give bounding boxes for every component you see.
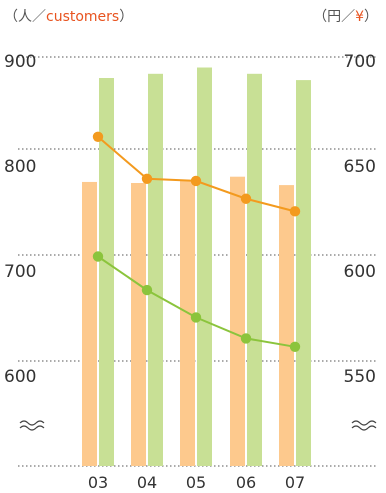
- right-axis-series-point: [190, 312, 202, 323]
- bar-right-axis: [197, 67, 212, 466]
- left-axis-series-point: [92, 131, 104, 142]
- bar-right-axis: [296, 80, 311, 466]
- bar-left-axis: [131, 183, 146, 466]
- bar-left-axis: [180, 179, 195, 466]
- left-axis-tick-label: 600: [4, 367, 36, 387]
- right-axis-tick-label: 700: [344, 52, 376, 72]
- left-axis-tick-label: 900: [4, 52, 36, 72]
- left-axis-series-line: [97, 136, 296, 213]
- left-axis-tick-label: 800: [4, 157, 36, 177]
- right-axis-series-point: [141, 284, 153, 296]
- x-axis-tick-label: 06: [236, 473, 256, 492]
- left-axis-tick-label: 700: [4, 262, 36, 282]
- left-axis-series-point: [240, 193, 252, 204]
- left-axis-break-icon: [19, 425, 45, 431]
- left-axis-series-point: [141, 173, 153, 184]
- right-axis-series-point: [92, 251, 104, 262]
- bar-left-axis: [279, 185, 294, 466]
- x-axis-tick-label: 03: [88, 473, 108, 492]
- right-axis-tick-label: 600: [344, 262, 376, 282]
- left-axis-break-icon: [19, 420, 45, 426]
- right-axis-series-line: [97, 255, 296, 348]
- right-axis-unit-label: （円／¥）: [313, 9, 378, 25]
- right-axis-series-point: [240, 333, 252, 344]
- left-axis-unit-label: （人／customers）: [4, 9, 134, 25]
- right-axis-break-icon: [351, 425, 377, 431]
- bar-left-axis: [230, 176, 245, 466]
- bar-left-axis: [82, 181, 97, 466]
- x-axis-tick-label: 04: [137, 473, 157, 492]
- right-axis-tick-label: 550: [344, 367, 376, 387]
- right-axis-series-point: [289, 341, 301, 352]
- right-axis-tick-label: 650: [344, 157, 376, 177]
- bar-right-axis: [148, 73, 163, 467]
- x-axis-tick-label: 07: [285, 473, 305, 492]
- bar-right-axis: [247, 73, 262, 467]
- left-axis-series-point: [190, 175, 202, 187]
- left-axis-series-point: [289, 206, 301, 217]
- right-axis-break-icon: [351, 420, 377, 426]
- x-axis-tick-label: 05: [186, 473, 206, 492]
- bar-right-axis: [99, 78, 114, 466]
